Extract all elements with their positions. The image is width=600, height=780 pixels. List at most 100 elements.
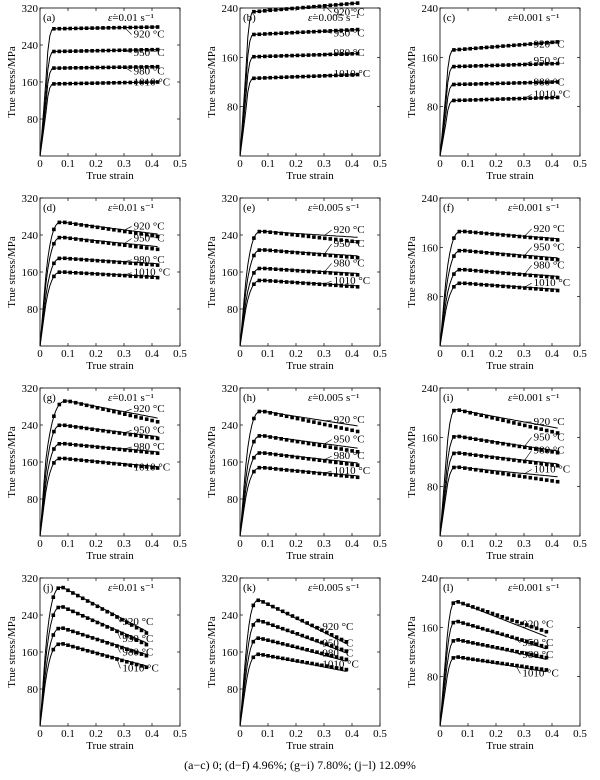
x-tick-label: 0.5 — [373, 158, 387, 170]
experimental-point — [301, 440, 305, 445]
experimental-point — [101, 259, 105, 263]
x-tick-label: 0.2 — [89, 158, 103, 170]
strain-rate-label: ε̇=0.005 s⁻¹ — [308, 202, 359, 214]
experimental-point — [90, 636, 95, 640]
experimental-point — [339, 283, 343, 288]
experimental-point — [306, 74, 311, 79]
experimental-point — [252, 9, 256, 14]
experimental-point — [134, 231, 138, 235]
panel-label: (k) — [243, 582, 256, 594]
experimental-point — [90, 427, 94, 431]
experimental-point — [344, 657, 349, 662]
series-leader-line — [524, 60, 532, 65]
y-axis-label: True stress/MPa — [6, 426, 18, 498]
experimental-point — [112, 48, 116, 53]
experimental-point — [523, 423, 527, 428]
experimental-point — [295, 30, 300, 35]
series-920C: 920 °C — [439, 408, 565, 537]
experimental-point — [555, 238, 560, 242]
experimental-point — [350, 462, 354, 467]
experimental-point — [268, 31, 272, 36]
experimental-point — [263, 229, 267, 234]
experimental-point — [355, 51, 360, 56]
experimental-point — [339, 447, 343, 451]
experimental-point — [539, 461, 543, 466]
experimental-point — [101, 272, 105, 277]
experimental-point — [139, 640, 144, 645]
experimental-point — [150, 465, 154, 470]
experimental-point — [355, 27, 360, 32]
y-tick-label: 320 — [22, 193, 39, 205]
experimental-point — [295, 53, 300, 58]
experimental-point — [457, 248, 462, 253]
experimental-point — [123, 412, 127, 416]
experimental-point — [263, 278, 267, 283]
experimental-point — [290, 468, 294, 473]
experimental-point — [534, 80, 538, 85]
experimental-point — [523, 445, 527, 450]
experimental-point — [334, 254, 338, 258]
experimental-point — [84, 459, 89, 463]
panel-label: (j) — [43, 582, 54, 594]
experimental-point — [139, 25, 143, 30]
experimental-point — [76, 646, 80, 650]
experimental-point — [328, 459, 333, 464]
experimental-point — [517, 285, 522, 290]
experimental-point — [320, 651, 324, 656]
experimental-point — [495, 661, 500, 665]
experimental-point — [534, 626, 539, 631]
experimental-point — [529, 641, 534, 645]
experimental-point — [479, 82, 483, 86]
experimental-point — [80, 632, 85, 637]
x-tick-label: 0 — [237, 348, 243, 360]
strain-rate-label: ε̇=0.001 s⁻¹ — [508, 582, 559, 594]
experimental-point — [355, 273, 360, 277]
y-tick-label: 240 — [422, 193, 439, 205]
experimental-point — [134, 274, 138, 279]
experimental-point — [280, 642, 285, 646]
experimental-point — [344, 448, 349, 452]
experimental-point — [144, 25, 149, 29]
experimental-point — [79, 271, 83, 275]
plot-frame — [39, 577, 181, 727]
experimental-point — [471, 657, 475, 662]
experimental-point — [95, 604, 100, 609]
experimental-point — [468, 452, 472, 457]
experimental-point — [271, 654, 275, 659]
x-axis-label: True strain — [286, 740, 334, 752]
experimental-point — [300, 633, 305, 638]
experimental-point — [550, 257, 554, 261]
experimental-point — [63, 399, 67, 403]
experimental-point — [490, 283, 494, 288]
experimental-point — [112, 242, 116, 246]
x-tick-label: 0.2 — [489, 538, 503, 550]
experimental-point — [500, 615, 505, 619]
experimental-point — [125, 634, 129, 638]
experimental-point — [301, 53, 305, 58]
experimental-point — [456, 655, 460, 659]
experimental-point — [506, 43, 511, 48]
experimental-point — [534, 642, 539, 646]
series-leader-line — [324, 419, 332, 422]
series-leader-line — [524, 228, 532, 237]
experimental-point — [268, 435, 272, 439]
experimental-point — [334, 655, 339, 659]
experimental-point — [155, 247, 160, 252]
experimental-point — [320, 640, 324, 645]
experimental-point — [306, 441, 311, 446]
experimental-point — [139, 628, 144, 633]
x-tick-label: 0.5 — [173, 158, 187, 170]
experimental-point — [452, 254, 456, 258]
experimental-point — [276, 640, 280, 645]
experimental-point — [268, 54, 272, 58]
y-tick-label: 240 — [222, 3, 239, 15]
experimental-point — [73, 257, 78, 261]
experimental-point — [315, 662, 319, 667]
experimental-point — [63, 270, 67, 274]
series-980C: 980 °C — [239, 47, 365, 157]
experimental-point — [512, 285, 516, 289]
experimental-point — [284, 268, 289, 272]
panel-l: 0.1 0.2 0.3 0.4 0.5 0 80 160 240 True strain True … — [406, 573, 587, 752]
y-tick-label: 80 — [27, 494, 39, 506]
experimental-point — [476, 658, 480, 662]
